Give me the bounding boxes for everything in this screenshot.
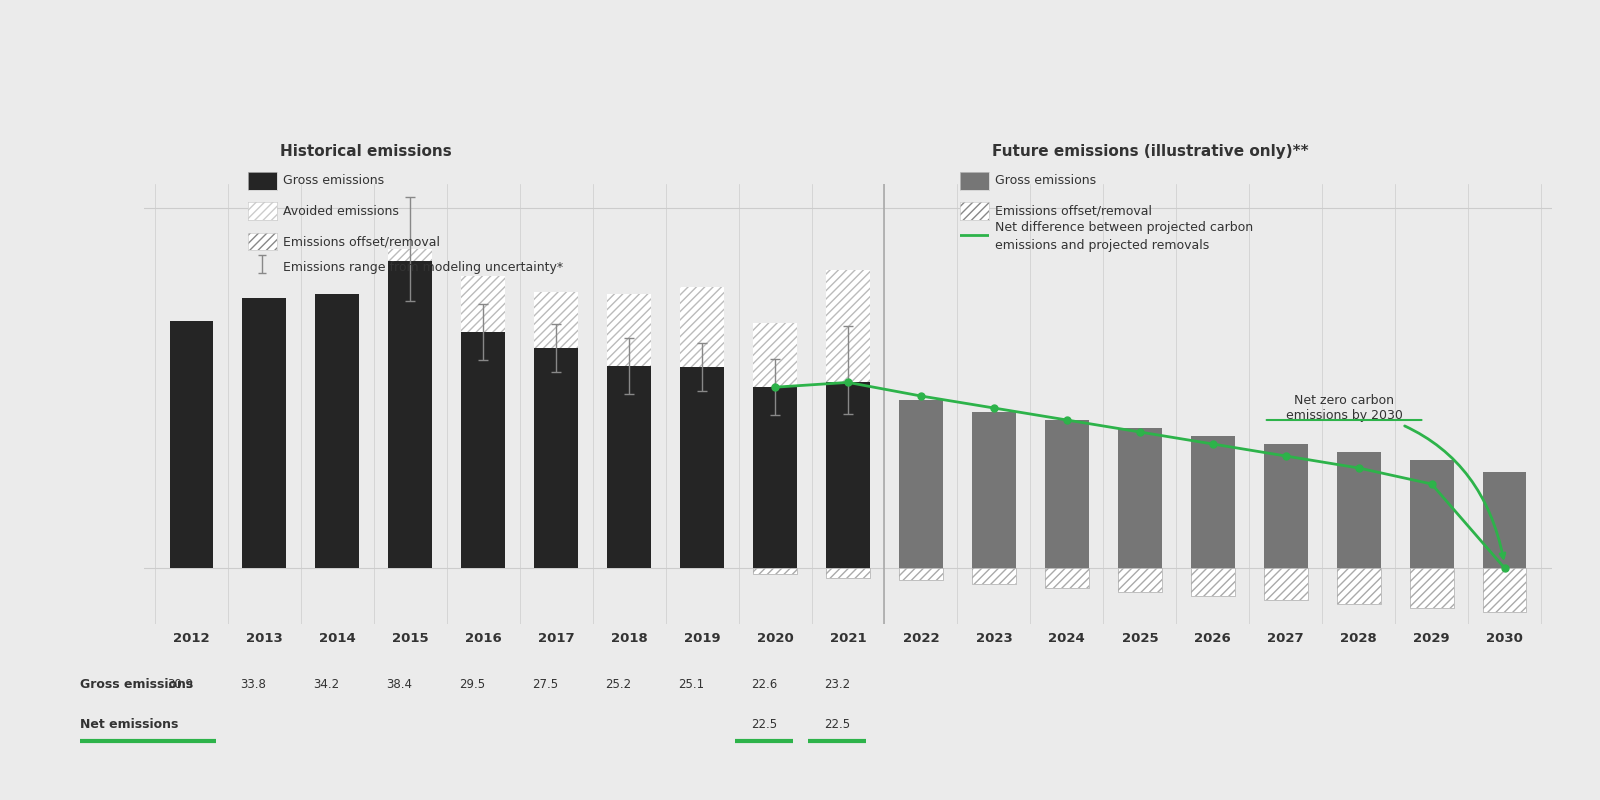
- Bar: [1410, 460, 1453, 568]
- Bar: [973, 568, 1016, 584]
- Bar: [534, 348, 578, 568]
- Text: 29.5: 29.5: [459, 678, 485, 690]
- Bar: [1045, 568, 1088, 588]
- Bar: [1264, 568, 1307, 600]
- Text: 25.2: 25.2: [605, 678, 632, 690]
- Bar: [1336, 568, 1381, 604]
- Text: 27.5: 27.5: [533, 678, 558, 690]
- Bar: [826, 568, 870, 578]
- Bar: [608, 294, 651, 366]
- Bar: [1336, 568, 1381, 604]
- Bar: [1336, 452, 1381, 568]
- Bar: [243, 298, 286, 568]
- Text: Net emissions: Net emissions: [80, 718, 178, 730]
- Text: Historical emissions: Historical emissions: [280, 144, 451, 159]
- Bar: [1190, 568, 1235, 596]
- Bar: [826, 382, 870, 568]
- Text: 22.6: 22.6: [750, 678, 778, 690]
- Bar: [534, 292, 578, 348]
- Bar: [389, 249, 432, 261]
- Bar: [754, 323, 797, 387]
- Text: Net zero carbon
emissions by 2030: Net zero carbon emissions by 2030: [1286, 394, 1506, 558]
- Text: 23.2: 23.2: [824, 678, 850, 690]
- Text: Avoided emissions: Avoided emissions: [283, 205, 398, 218]
- Text: Gross emissions: Gross emissions: [283, 174, 384, 187]
- Text: 33.8: 33.8: [240, 678, 266, 690]
- Text: Gross emissions: Gross emissions: [995, 174, 1096, 187]
- Bar: [1264, 444, 1307, 568]
- Bar: [1118, 568, 1162, 592]
- Bar: [1045, 420, 1088, 568]
- Text: 38.4: 38.4: [386, 678, 413, 690]
- Bar: [680, 287, 723, 367]
- Bar: [826, 568, 870, 578]
- Bar: [461, 276, 506, 332]
- Bar: [389, 249, 432, 261]
- Bar: [1190, 568, 1235, 596]
- Bar: [899, 400, 942, 568]
- Bar: [389, 261, 432, 568]
- Bar: [899, 568, 942, 580]
- Bar: [1118, 428, 1162, 568]
- Text: Net difference between projected carbon
emissions and projected removals: Net difference between projected carbon …: [995, 222, 1253, 252]
- Text: Emissions offset/removal: Emissions offset/removal: [283, 235, 440, 248]
- Bar: [754, 387, 797, 568]
- Bar: [680, 287, 723, 367]
- Bar: [608, 366, 651, 568]
- Bar: [754, 568, 797, 574]
- Bar: [389, 261, 432, 568]
- Bar: [680, 367, 723, 568]
- Text: 30.9: 30.9: [168, 678, 194, 690]
- Bar: [1190, 436, 1235, 568]
- Bar: [1483, 472, 1526, 568]
- Text: Future emissions (illustrative only)**: Future emissions (illustrative only)**: [992, 144, 1309, 159]
- Bar: [1483, 568, 1526, 612]
- Text: Emissions offset/removal: Emissions offset/removal: [995, 205, 1152, 218]
- Bar: [1410, 568, 1453, 608]
- Bar: [973, 412, 1016, 568]
- Text: 34.2: 34.2: [314, 678, 339, 690]
- Bar: [170, 321, 213, 568]
- Text: 25.1: 25.1: [678, 678, 704, 690]
- Bar: [608, 294, 651, 366]
- Bar: [826, 270, 870, 382]
- Bar: [826, 270, 870, 382]
- Bar: [1264, 568, 1307, 600]
- Text: 22.5: 22.5: [824, 718, 850, 730]
- Bar: [899, 568, 942, 580]
- Bar: [1483, 568, 1526, 612]
- Bar: [754, 323, 797, 387]
- Bar: [461, 332, 506, 568]
- Bar: [754, 568, 797, 574]
- Bar: [1118, 568, 1162, 592]
- Text: 22.5: 22.5: [750, 718, 778, 730]
- Text: Gross emissions: Gross emissions: [80, 678, 194, 690]
- Bar: [973, 568, 1016, 584]
- Bar: [534, 292, 578, 348]
- Text: Emissions range from modeling uncertainty*: Emissions range from modeling uncertaint…: [283, 261, 563, 274]
- Bar: [315, 294, 360, 568]
- Bar: [1045, 568, 1088, 588]
- Bar: [461, 276, 506, 332]
- Bar: [1410, 568, 1453, 608]
